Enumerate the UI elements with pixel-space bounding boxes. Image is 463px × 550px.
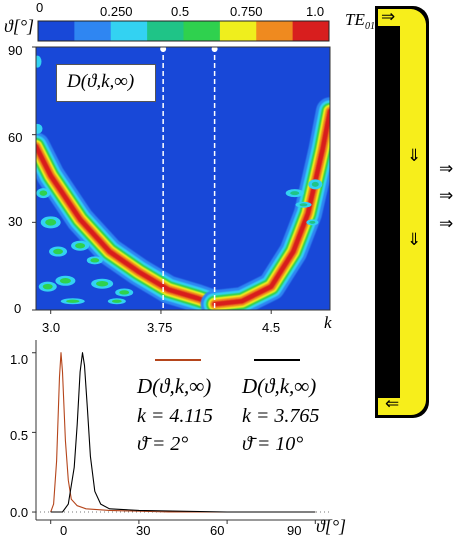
waveguide-channel (378, 9, 426, 415)
heatmap-ytick: 60 (8, 130, 23, 145)
side-lobe-core (290, 191, 300, 196)
side-lobe-core (119, 290, 130, 295)
colorbar-tick: 0.250 (100, 4, 133, 19)
ridge-left (36, 143, 218, 307)
legend-swatch-red (155, 359, 201, 361)
side-lobe-core (299, 203, 308, 207)
side-lobe-core (45, 219, 57, 226)
heatmap-ytick: 90 (8, 43, 23, 58)
legend-label: D(ϑ,k,∞) (242, 374, 317, 398)
heatmap-border (35, 46, 331, 311)
line-xlabel: ϑ[°] (316, 516, 347, 536)
side-lobe (36, 123, 43, 134)
legend-k: k = 4.115 (137, 405, 213, 427)
side-lobe-core (90, 258, 100, 263)
line-xtick: 30 (136, 523, 151, 538)
heatmap-ytick: 0 (14, 301, 22, 316)
side-lobe-core (42, 283, 53, 290)
legend-swatch-black (254, 359, 300, 361)
heatmap-inset-text: D(ϑ,k,∞) (67, 71, 135, 92)
heatmap-xlabel: k (324, 313, 332, 332)
colorbar-segment (74, 21, 112, 41)
arrow-down-icon: ⇓ (407, 230, 422, 249)
line-ytick: 0.5 (10, 428, 29, 443)
line-xtick: 0 (60, 523, 68, 538)
colorbar-segment (38, 21, 75, 41)
colorbar-tick: 0 (36, 0, 44, 15)
arrow-down-icon: ⇓ (407, 146, 422, 165)
series-line-red (50, 352, 316, 513)
heatmap-xtick: 3.75 (147, 320, 173, 335)
colorbar-tick: 0.750 (230, 4, 263, 19)
heatmap-field (36, 55, 330, 310)
heatmap-marks (36, 46, 330, 310)
colorbar-segment (292, 21, 330, 41)
line-ytick: 0.0 (10, 505, 29, 520)
legend-theta: ϑ̄ = 2° (137, 433, 189, 455)
heatmap-inset-label (56, 64, 156, 102)
line-ytick: 1.0 (10, 352, 29, 367)
side-lobe-core (59, 278, 71, 284)
colorbar-segment (183, 21, 221, 41)
series-line-black (50, 352, 316, 513)
colorbar-tick: 0.5 (171, 4, 190, 19)
side-lobe-core (66, 299, 80, 303)
arrow-right-icon: ⇒ (439, 159, 454, 178)
arrow-right-icon: ⇒ (439, 214, 454, 233)
line-xtick: 90 (287, 523, 302, 538)
side-lobe-core (309, 220, 316, 224)
colorbar-segment (256, 21, 294, 41)
mode-label: TE (345, 10, 365, 29)
colorbar-segment (219, 21, 257, 41)
side-lobe-core (111, 299, 122, 303)
heatmap-ylabel: ϑ[°] (4, 16, 35, 36)
mode-subscript: 01 (365, 21, 375, 32)
legend-label: D(ϑ,k,∞) (137, 374, 212, 398)
side-lobe-core (311, 181, 319, 187)
arrow-left-icon: ⇐ (385, 394, 400, 413)
side-lobe-core (39, 190, 48, 196)
arrow-right-icon: ⇒ (439, 186, 454, 205)
colorbar-border (37, 20, 330, 42)
heatmap-xtick: 4.5 (262, 320, 281, 335)
line-marks (50, 352, 316, 513)
side-lobe-core (75, 242, 86, 249)
arrow-right-icon: ⇒ (381, 7, 396, 26)
heatmap-xtick: 3.0 (42, 320, 61, 335)
side-lobe-core (96, 280, 109, 287)
colorbar (37, 20, 330, 42)
legend-k: k = 3.765 (242, 405, 320, 427)
side-lobe (36, 55, 42, 68)
line-xtick: 60 (210, 523, 225, 538)
ridge-right (212, 108, 330, 307)
colorbar-segment (110, 21, 148, 41)
heatmap-ytick: 30 (8, 214, 23, 229)
side-lobe-core (53, 248, 63, 255)
legend-theta: ϑ̄ = 10° (242, 433, 304, 455)
colorbar-segment (147, 21, 184, 41)
colorbar-tick: 1.0 (306, 4, 325, 19)
heatmap-axes (32, 46, 331, 314)
